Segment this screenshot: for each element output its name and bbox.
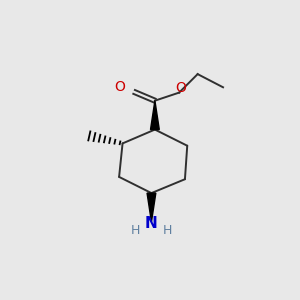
- Text: O: O: [176, 80, 186, 94]
- Text: H: H: [163, 224, 172, 236]
- Text: O: O: [114, 80, 125, 94]
- Text: N: N: [145, 216, 158, 231]
- Polygon shape: [151, 101, 159, 130]
- Polygon shape: [147, 193, 156, 222]
- Text: H: H: [130, 224, 140, 236]
